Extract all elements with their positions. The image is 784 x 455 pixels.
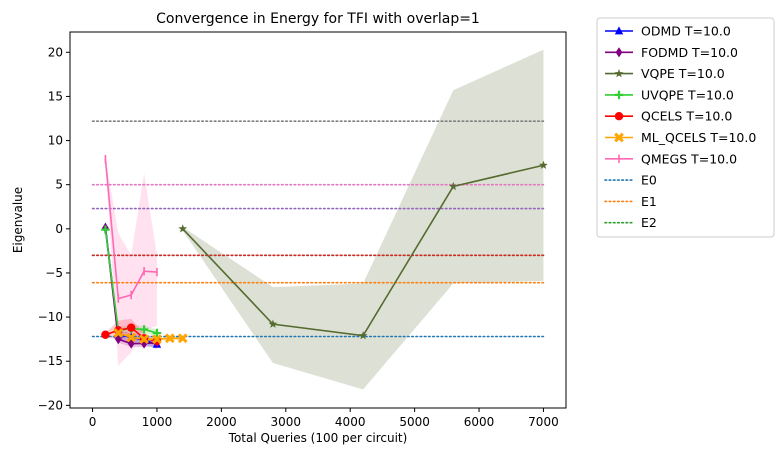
point-fodmd-t-10-0 bbox=[114, 334, 122, 345]
point-ml-qcels-t-10-0 bbox=[126, 332, 137, 343]
legend-entry-e1: E1 bbox=[604, 194, 657, 209]
x-tick-label: 5000 bbox=[399, 415, 430, 429]
x-tick-label: 3000 bbox=[271, 415, 302, 429]
point-vqpe-t-10-0 bbox=[178, 224, 188, 233]
point-ml-qcels-t-10-0 bbox=[113, 328, 124, 338]
y-tick-label: 20 bbox=[48, 45, 63, 59]
point-uvqpe-t-10-0 bbox=[139, 325, 149, 334]
point-ml-qcels-t-10-0 bbox=[139, 334, 149, 344]
y-axis-label: Eigenvalue bbox=[11, 187, 25, 253]
point-fodmd-t-10-0 bbox=[127, 338, 135, 349]
legend-entry-ml-qcels-t-10-0: ML_QCELS T=10.0 bbox=[605, 130, 756, 145]
chart-title: Convergence in Energy for TFI with overl… bbox=[156, 11, 480, 27]
y-tick-label: −5 bbox=[45, 266, 63, 280]
legend-box bbox=[596, 17, 775, 238]
legend-entry-e2: E2 bbox=[604, 215, 657, 230]
x-axis-label: Total Queries (100 per circuit) bbox=[228, 431, 408, 445]
point-fodmd-t-10-0 bbox=[140, 338, 148, 349]
point-ml-qcels-t-10-0 bbox=[177, 333, 188, 344]
legend-entry-e0: E0 bbox=[604, 173, 657, 188]
y-tick-label: 0 bbox=[55, 222, 63, 236]
legend-marker bbox=[614, 90, 624, 100]
legend-entry-fodmd-t-10-0: FODMD T=10.0 bbox=[605, 45, 738, 60]
legend-marker bbox=[614, 112, 624, 121]
legend-label: E2 bbox=[641, 215, 657, 230]
plot-frame bbox=[69, 31, 567, 409]
y-tick-label: 10 bbox=[48, 134, 63, 148]
legend-label: QMEGS T=10.0 bbox=[641, 151, 737, 166]
legend-entry-qmegs-t-10-0: QMEGS T=10.0 bbox=[605, 151, 737, 166]
y-tick-label: −15 bbox=[38, 354, 63, 368]
x-tick-label: 6000 bbox=[464, 415, 495, 429]
point-ml-qcels-t-10-0 bbox=[152, 334, 162, 344]
legend-marker bbox=[614, 132, 624, 143]
point-vqpe-t-10-0 bbox=[268, 319, 278, 328]
legend-marker bbox=[614, 68, 624, 78]
legend-entry-uvqpe-t-10-0: UVQPE T=10.0 bbox=[605, 87, 734, 102]
band-qmegs-t-10-0 bbox=[105, 157, 157, 366]
x-tick-label: 4000 bbox=[335, 415, 366, 429]
x-tick-label: 1000 bbox=[142, 415, 173, 429]
series-markers bbox=[101, 154, 548, 349]
point-ml-qcels-t-10-0 bbox=[165, 333, 175, 344]
legend-entry-odmd-t-10-0: ODMD T=10.0 bbox=[605, 24, 731, 39]
x-tick-label: 2000 bbox=[206, 415, 237, 429]
x-tick-label: 7000 bbox=[528, 415, 559, 429]
legend-label: E1 bbox=[641, 194, 657, 209]
point-vqpe-t-10-0 bbox=[358, 331, 368, 340]
x-axis-ticks: 0 1000 2000 3000 4000 5000 6000 7000 bbox=[89, 408, 559, 429]
legend-label: ML_QCELS T=10.0 bbox=[641, 130, 756, 145]
y-tick-label: 15 bbox=[48, 89, 63, 103]
y-tick-label: 5 bbox=[55, 178, 63, 192]
legend: ODMD T=10.0 FODMD T=10.0 VQPE T=10.0 UVQPE … bbox=[596, 17, 775, 238]
point-qcels-t-10-0 bbox=[101, 330, 110, 339]
legend-label: UVQPE T=10.0 bbox=[641, 87, 734, 102]
y-tick-label: −10 bbox=[38, 310, 63, 324]
legend-label: E0 bbox=[641, 173, 657, 188]
y-axis-ticks: −20 −15 −10 −5 0 5 10 15 20 bbox=[38, 45, 70, 412]
point-uvqpe-t-10-0 bbox=[101, 225, 110, 234]
band-vqpe-t-10-0 bbox=[182, 49, 544, 390]
point-qcels-t-10-0 bbox=[126, 323, 136, 332]
legend-label: VQPE T=10.0 bbox=[641, 66, 725, 81]
legend-marker bbox=[615, 47, 623, 58]
point-uvqpe-t-10-0 bbox=[152, 328, 162, 338]
legend-label: FODMD T=10.0 bbox=[641, 45, 738, 60]
legend-marker bbox=[614, 26, 624, 35]
legend-entry-vqpe-t-10-0: VQPE T=10.0 bbox=[605, 66, 725, 81]
point-vqpe-t-10-0 bbox=[448, 181, 458, 191]
x-tick-label: 0 bbox=[89, 415, 97, 429]
legend-label: QCELS T=10.0 bbox=[641, 109, 732, 124]
legend-label: ODMD T=10.0 bbox=[641, 24, 731, 39]
point-vqpe-t-10-0 bbox=[539, 160, 548, 170]
legend-entry-qcels-t-10-0: QCELS T=10.0 bbox=[605, 109, 732, 124]
y-tick-label: −20 bbox=[38, 398, 63, 412]
